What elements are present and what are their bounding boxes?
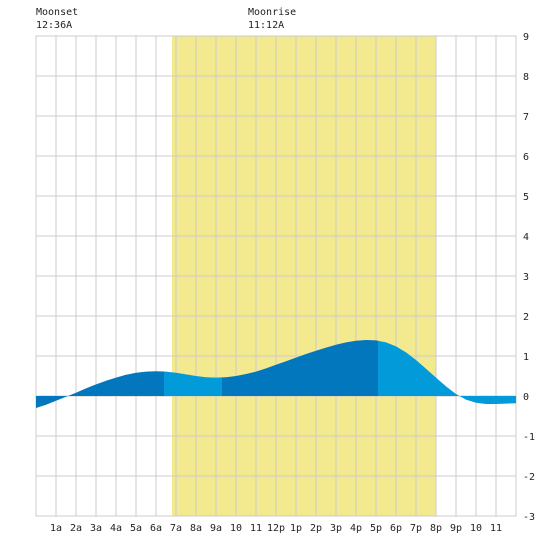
x-tick-label: 3p xyxy=(330,523,342,534)
x-tick-label: 1a xyxy=(50,523,62,534)
tide-area-band xyxy=(378,340,516,404)
x-tick-label: 12p xyxy=(267,523,285,534)
x-tick-label: 11 xyxy=(250,523,262,534)
tide-area-band xyxy=(222,340,378,396)
x-tick-label: 9a xyxy=(210,523,222,534)
y-tick-label: -2 xyxy=(523,472,535,483)
x-tick-label: 8a xyxy=(190,523,202,534)
moon-event-label: Moonset xyxy=(36,7,78,18)
x-tick-label: 7a xyxy=(170,523,182,534)
y-tick-label: 1 xyxy=(523,352,529,363)
x-tick-label: 2p xyxy=(310,523,322,534)
y-tick-label: 8 xyxy=(523,72,529,83)
moon-event-label: Moonrise xyxy=(248,7,296,18)
y-tick-label: 7 xyxy=(523,112,529,123)
x-tick-label: 4a xyxy=(110,523,122,534)
plot-border xyxy=(35,35,517,517)
y-tick-label: 3 xyxy=(523,272,529,283)
x-tick-label: 7p xyxy=(410,523,422,534)
y-axis-ticks: 9 8 7 6 5 4 3 2 1 0 -1 -2 -3 xyxy=(523,32,535,523)
x-tick-label: 5p xyxy=(370,523,382,534)
y-tick-label: 9 xyxy=(523,32,529,43)
x-tick-label: 1p xyxy=(290,523,302,534)
y-tick-label: 4 xyxy=(523,232,529,243)
tide-area-layer xyxy=(36,340,516,408)
x-tick-label: 9p xyxy=(450,523,462,534)
tide-area-band xyxy=(164,371,222,396)
x-tick-label: 10 xyxy=(470,523,482,534)
x-tick-label: 4p xyxy=(350,523,362,534)
x-tick-label: 5a xyxy=(130,523,142,534)
x-tick-label: 6a xyxy=(150,523,162,534)
x-tick-label: 2a xyxy=(70,523,82,534)
tide-area-band xyxy=(76,371,164,396)
moon-event-time: 12:36A xyxy=(36,20,72,31)
y-tick-label: 6 xyxy=(523,152,529,163)
y-tick-label: -1 xyxy=(523,432,535,443)
moon-events: Moonset 12:36A Moonrise 11:12A xyxy=(36,7,296,31)
x-tick-label: 6p xyxy=(390,523,402,534)
x-axis-ticks: 1a 2a 3a 4a 5a 6a 7a 8a 9a 10 11 12p 1p 2p 3p 4p 5p 6p 7p 8… xyxy=(50,523,502,534)
tide-area-band xyxy=(36,392,76,408)
y-tick-label: -3 xyxy=(523,512,535,523)
x-tick-label: 3a xyxy=(90,523,102,534)
y-tick-label: 0 xyxy=(523,392,529,403)
y-tick-label: 2 xyxy=(523,312,529,323)
x-tick-label: 8p xyxy=(430,523,442,534)
moon-event-time: 11:12A xyxy=(248,20,284,31)
y-tick-label: 5 xyxy=(523,192,529,203)
x-tick-label: 11 xyxy=(490,523,502,534)
x-tick-label: 10 xyxy=(230,523,242,534)
